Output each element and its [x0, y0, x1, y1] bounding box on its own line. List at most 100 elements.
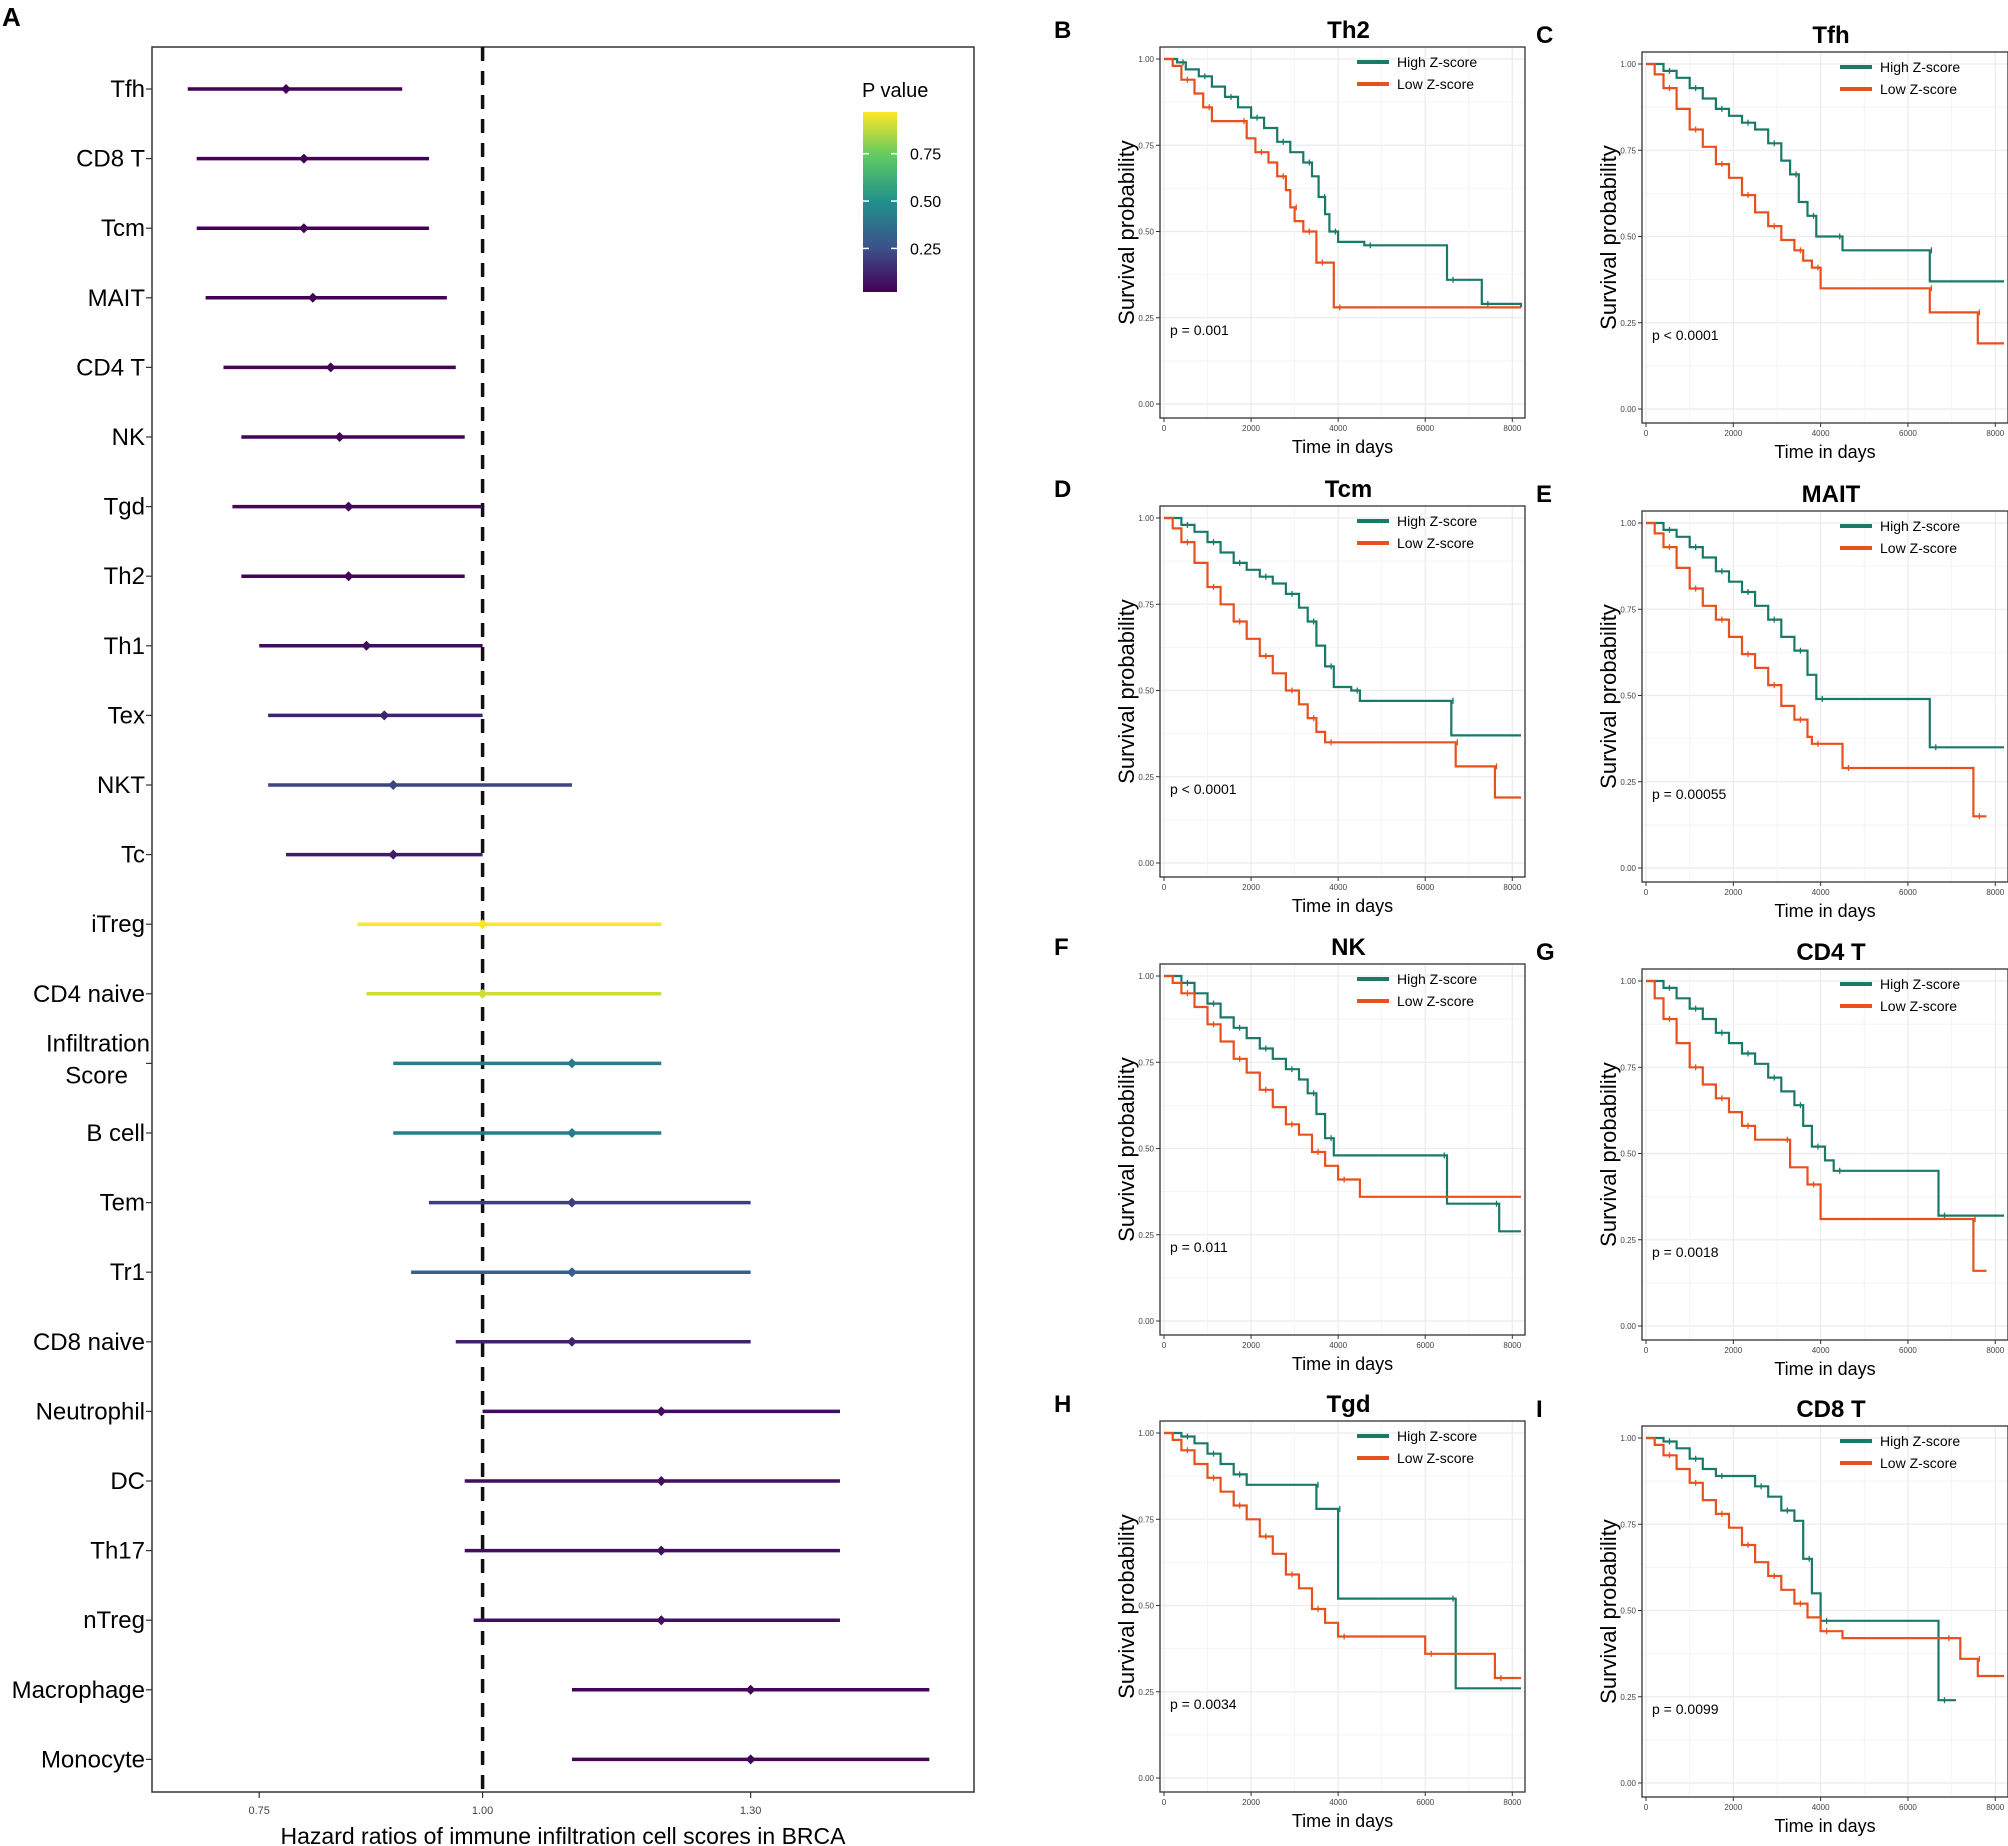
forest-row: Tem	[100, 1190, 751, 1217]
hr-point	[656, 1476, 667, 1486]
hr-point	[343, 571, 354, 582]
row-label: CD8 T	[76, 146, 145, 173]
km-pvalue: p = 0.0099	[1652, 1701, 1719, 1717]
km-x-tick-label: 8000	[1503, 1798, 1521, 1807]
hr-point	[566, 1128, 577, 1138]
hr-point	[477, 919, 488, 930]
panel-label-c: C	[1536, 22, 1553, 49]
km-y-tick-label: 0.75	[1620, 1520, 1636, 1529]
km-legend-label: Low Z-score	[1880, 998, 1957, 1014]
km-x-tick-label: 2000	[1242, 1341, 1260, 1350]
colorbar-gradient	[863, 112, 897, 292]
km-curve-low	[1646, 62, 2004, 345]
km-x-tick-label: 6000	[1899, 1803, 1917, 1812]
forest-row: iTreg	[91, 911, 662, 938]
km-curve-low	[1164, 516, 1521, 799]
km-x-tick-label: 4000	[1812, 429, 1830, 438]
row-label: MAIT	[88, 285, 146, 312]
km-x-tick-label: 4000	[1329, 1341, 1347, 1350]
km-panel-c: 0.00 0.25 0.50 0.75 1.00 0 2000 4000 6000 8000 Tfh…	[1536, 22, 2008, 462]
km-y-axis-label: Survival probability	[1596, 1062, 1621, 1247]
colorbar-tick-label: 0.75	[910, 147, 941, 164]
hr-point	[388, 849, 399, 860]
km-curve-high	[1164, 974, 1521, 1233]
km-plot-area	[1642, 1426, 2008, 1797]
km-x-tick-label: 4000	[1329, 424, 1347, 433]
km-y-tick-label: 1.00	[1138, 1429, 1154, 1438]
row-label: iTreg	[91, 911, 145, 938]
km-y-tick-label: 1.00	[1620, 977, 1636, 986]
forest-row: CD4 naive	[33, 981, 662, 1008]
km-y-tick-label: 0.00	[1620, 1322, 1636, 1331]
hr-point	[343, 501, 354, 512]
km-plot-area	[1160, 47, 1525, 418]
km-y-tick-label: 0.00	[1138, 400, 1154, 409]
km-x-tick-label: 0	[1644, 1346, 1649, 1355]
km-y-tick-label: 0.25	[1620, 319, 1636, 328]
km-y-tick-label: 0.75	[1138, 141, 1154, 150]
forest-row: nTreg	[83, 1607, 840, 1634]
km-x-axis-label: Time in days	[1774, 442, 1875, 462]
row-label: Th17	[90, 1538, 145, 1565]
km-curve-high	[1646, 979, 2004, 1217]
km-y-tick-label: 0.50	[1138, 1145, 1154, 1154]
row-label: DC	[110, 1468, 145, 1495]
km-legend-label: Low Z-score	[1880, 1455, 1957, 1471]
km-y-tick-label: 0.50	[1620, 692, 1636, 701]
pvalue-colorbar-legend: P value 0.75 0.50 0.25	[862, 80, 941, 292]
km-legend-label: High Z-score	[1397, 54, 1477, 70]
hr-point	[298, 153, 309, 164]
km-y-axis-label: Survival probability	[1596, 145, 1621, 330]
km-plot-area	[1642, 511, 2008, 882]
x-tick-label: 1.00	[472, 1805, 493, 1817]
forest-row: Tfh	[110, 76, 403, 103]
forest-row: Macrophage	[12, 1677, 930, 1704]
km-legend-label: High Z-score	[1397, 971, 1477, 987]
km-y-tick-label: 1.00	[1138, 972, 1154, 981]
hr-point	[325, 362, 336, 373]
km-curve-low	[1164, 57, 1521, 309]
km-plot-frame	[1159, 46, 1526, 419]
km-legend-label: High Z-score	[1397, 1428, 1477, 1444]
hr-point	[566, 1197, 577, 1208]
km-x-tick-label: 0	[1162, 424, 1167, 433]
km-x-tick-label: 2000	[1242, 424, 1260, 433]
km-y-tick-label: 0.25	[1620, 778, 1636, 787]
km-x-axis-label: Time in days	[1292, 1811, 1393, 1831]
forest-x-axis-label: Hazard ratios of immune infiltration cel…	[281, 1823, 847, 1846]
km-y-tick-label: 0.00	[1138, 1317, 1154, 1326]
row-label: CD4 naive	[33, 981, 145, 1008]
km-y-tick-label: 0.75	[1138, 600, 1154, 609]
km-y-tick-label: 0.75	[1138, 1515, 1154, 1524]
row-label: Tfh	[110, 76, 145, 103]
km-x-tick-label: 8000	[1503, 424, 1521, 433]
km-y-tick-label: 0.25	[1138, 773, 1154, 782]
km-plot-frame	[1641, 510, 2008, 883]
forest-row: CD8 T	[76, 146, 429, 173]
km-x-tick-label: 8000	[1986, 888, 2004, 897]
km-x-tick-label: 4000	[1812, 1346, 1830, 1355]
forest-row: Th1	[104, 633, 483, 660]
km-pvalue: p = 0.001	[1170, 322, 1229, 338]
hr-point	[477, 988, 488, 999]
hr-point	[334, 432, 345, 442]
km-x-tick-label: 0	[1644, 1803, 1649, 1812]
row-label: Th1	[104, 633, 145, 660]
km-curve-low	[1646, 1436, 2004, 1678]
km-x-tick-label: 6000	[1416, 1798, 1434, 1807]
km-y-tick-label: 1.00	[1620, 60, 1636, 69]
hr-point	[745, 1684, 756, 1695]
forest-plot-frame	[151, 46, 975, 1793]
km-curve-high	[1646, 1436, 1956, 1702]
km-pvalue: p = 0.0018	[1652, 1244, 1719, 1260]
hr-point	[656, 1545, 667, 1556]
km-panel-g: 0.00 0.25 0.50 0.75 1.00 0 2000 4000 6000 8000 CD4…	[1536, 939, 2008, 1379]
km-y-tick-label: 1.00	[1620, 1434, 1636, 1443]
km-x-axis-label: Time in days	[1774, 901, 1875, 921]
km-y-tick-label: 0.50	[1620, 1150, 1636, 1159]
km-plot-area	[1160, 506, 1525, 877]
km-x-tick-label: 4000	[1812, 888, 1830, 897]
km-y-tick-label: 0.25	[1620, 1236, 1636, 1245]
km-y-axis-label: Survival probability	[1596, 1519, 1621, 1704]
row-label: NK	[112, 424, 145, 451]
